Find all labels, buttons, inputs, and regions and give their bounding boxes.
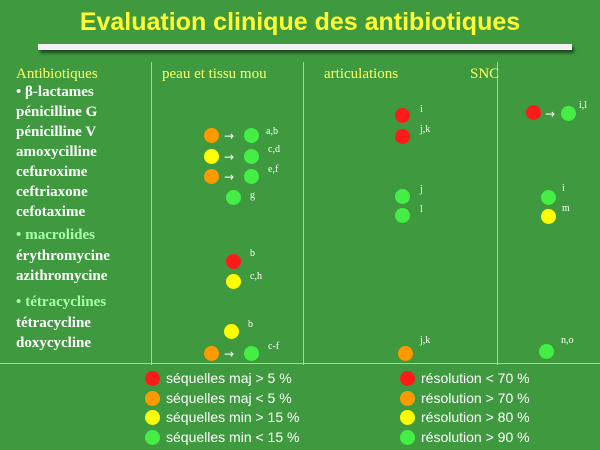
drug-tetracycline: tétracycline	[16, 315, 91, 331]
drug-cefuroxime: cefuroxime	[16, 164, 88, 180]
grid-line-h	[0, 363, 600, 364]
drug-doxycycline: doxycycline	[16, 335, 91, 351]
legend-sequelles-yellow: séquelles min > 15 %	[166, 409, 300, 425]
header-articulations: articulations	[324, 66, 399, 82]
class-beta-lactames: • β-lactames	[16, 84, 94, 101]
class-label: tétracyclines	[25, 294, 107, 310]
legend-dot-green	[400, 430, 415, 445]
rating-dot-red	[395, 129, 410, 144]
rating-dot-yellow	[224, 324, 239, 339]
rating-dot-yellow	[226, 274, 241, 289]
class-tetracyclines: • tétracyclines	[16, 294, 106, 311]
legend-resolution-orange: résolution > 70 %	[421, 390, 530, 406]
footnote: l	[420, 204, 423, 215]
footnote: a,b	[266, 126, 278, 137]
beta-symbol: β	[25, 84, 33, 100]
footnote: j,k	[420, 335, 431, 346]
rating-dot-green	[395, 189, 410, 204]
grid-line-v1	[151, 62, 152, 365]
arrow-right-icon: →	[224, 150, 235, 164]
legend-dot-red	[400, 371, 415, 386]
drug-ceftriaxone: ceftriaxone	[16, 184, 88, 200]
arrow-right-icon: →	[224, 129, 235, 143]
header-antibiotiques: Antibiotiques	[16, 66, 98, 82]
footnote: i,l	[579, 100, 588, 111]
footnote: b	[248, 319, 253, 330]
class-macrolides: • macrolides	[16, 227, 95, 244]
legend-resolution-yellow: résolution > 80 %	[421, 409, 530, 425]
legend-dot-green	[145, 430, 160, 445]
legend-sequelles-orange: séquelles maj < 5 %	[166, 390, 292, 406]
class-label: macrolides	[25, 227, 95, 243]
drug-penicilline-v: pénicilline V	[16, 124, 97, 140]
rating-dot-green	[226, 190, 241, 205]
grid-line-v3	[497, 62, 498, 365]
footnote: c-f	[268, 341, 280, 352]
legend-dot-yellow	[400, 410, 415, 425]
footnote: j	[420, 184, 423, 195]
arrow-right-icon: →	[545, 107, 556, 121]
legend-dot-yellow	[145, 410, 160, 425]
legend-resolution-red: résolution < 70 %	[421, 370, 530, 386]
footnote: b	[250, 248, 255, 259]
drug-penicilline-g: pénicilline G	[16, 104, 98, 120]
rating-dot-orange	[204, 169, 219, 184]
rating-dot-green	[244, 128, 259, 143]
drug-azithromycine: azithromycine	[16, 268, 108, 284]
rating-dot-orange	[204, 128, 219, 143]
rating-dot-yellow	[541, 209, 556, 224]
rating-dot-green	[244, 169, 259, 184]
legend-sequelles-green: séquelles min < 15 %	[166, 429, 300, 445]
footnote: i	[562, 183, 565, 194]
page-title: Evaluation clinique des antibiotiques	[79, 8, 521, 36]
bullet: •	[16, 294, 22, 310]
rating-dot-orange	[398, 346, 413, 361]
rating-dot-orange	[204, 346, 219, 361]
drug-amoxycilline: amoxycilline	[16, 144, 97, 160]
footnote: i	[420, 104, 423, 115]
legend-dot-orange	[145, 391, 160, 406]
title-underline	[38, 44, 572, 50]
rating-dot-red	[226, 254, 241, 269]
footnote: c,h	[250, 271, 262, 282]
footnote: c,d	[268, 144, 280, 155]
rating-dot-red	[395, 108, 410, 123]
bullet: •	[16, 84, 22, 100]
footnote: g	[250, 190, 255, 201]
header-peau: peau et tissu mou	[162, 66, 267, 82]
rating-dot-green	[244, 149, 259, 164]
legend-dot-orange	[400, 391, 415, 406]
arrow-right-icon: →	[224, 170, 235, 184]
bullet: •	[16, 227, 22, 243]
grid-line-v2	[303, 62, 304, 365]
class-label: -lactames	[32, 84, 94, 100]
legend-resolution-green: résolution > 90 %	[421, 429, 530, 445]
drug-erythromycine: érythromycine	[16, 248, 110, 264]
footnote: e,f	[268, 164, 279, 175]
arrow-right-icon: →	[224, 347, 235, 361]
footnote: m	[562, 203, 570, 214]
rating-dot-yellow	[204, 149, 219, 164]
rating-dot-green	[541, 190, 556, 205]
legend-dot-red	[145, 371, 160, 386]
drug-cefotaxime: cefotaxime	[16, 204, 86, 220]
legend-sequelles-red: séquelles maj > 5 %	[166, 370, 292, 386]
rating-dot-green	[395, 208, 410, 223]
header-snc: SNC	[470, 66, 500, 82]
rating-dot-green	[561, 106, 576, 121]
footnote: n,o	[561, 335, 574, 346]
footnote: j,k	[420, 124, 431, 135]
rating-dot-red	[526, 105, 541, 120]
rating-dot-green	[244, 346, 259, 361]
rating-dot-green	[539, 344, 554, 359]
